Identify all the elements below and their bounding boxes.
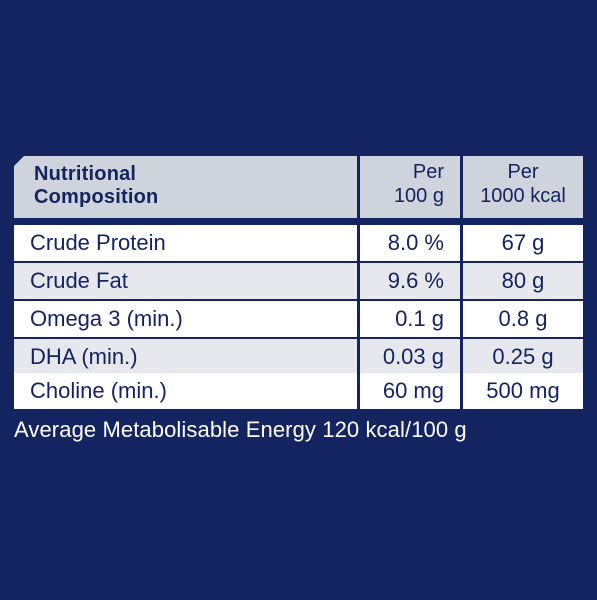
nutrient-label: DHA (min.): [14, 339, 357, 375]
header-per1000kcal-line1: Per: [507, 161, 539, 183]
header-title-line1: Nutritional: [34, 163, 137, 185]
nutrient-label: Omega 3 (min.): [14, 301, 357, 337]
header-per100g-line1: Per: [412, 161, 444, 183]
header-per1000kcal-line2: 1000 kcal: [480, 185, 566, 207]
value-per100g: 0.03 g: [360, 339, 460, 375]
energy-footnote: Average Metabolisable Energy 120 kcal/10…: [14, 417, 467, 442]
value-per100g: 9.6 %: [360, 263, 460, 299]
table-row: Choline (min.) 60 mg 500 mg: [14, 373, 583, 409]
nutrient-label: Choline (min.): [14, 373, 357, 409]
table-header-label-cell: Nutritional Composition: [14, 156, 357, 218]
table-row: Crude Fat 9.6 % 80 g: [14, 263, 583, 299]
table-row: DHA (min.) 0.03 g 0.25 g: [14, 339, 583, 375]
header-per100g-line2: 100 g: [393, 185, 444, 207]
value-per100g: 8.0 %: [360, 225, 460, 261]
table-header-per100g-cell: Per 100 g: [360, 156, 460, 218]
nutrient-label: Crude Fat: [14, 263, 357, 299]
header-per100g: Per 100 g: [394, 160, 444, 208]
header-title-line2: Composition: [34, 186, 159, 208]
value-per100g: 0.1 g: [360, 301, 460, 337]
value-per1000kcal: 500 mg: [463, 373, 583, 409]
value-per1000kcal: 0.25 g: [463, 339, 583, 375]
value-per1000kcal: 67 g: [463, 225, 583, 261]
header-per1000kcal: Per 1000 kcal: [467, 160, 579, 208]
header-title: Nutritional Composition: [34, 163, 158, 209]
table-header-per1000kcal-cell: Per 1000 kcal: [463, 156, 583, 218]
table-row: Crude Protein 8.0 % 67 g: [14, 225, 583, 261]
value-per100g: 60 mg: [360, 373, 460, 409]
table-row: Omega 3 (min.) 0.1 g 0.8 g: [14, 301, 583, 337]
value-per1000kcal: 0.8 g: [463, 301, 583, 337]
nutrient-label: Crude Protein: [14, 225, 357, 261]
value-per1000kcal: 80 g: [463, 263, 583, 299]
